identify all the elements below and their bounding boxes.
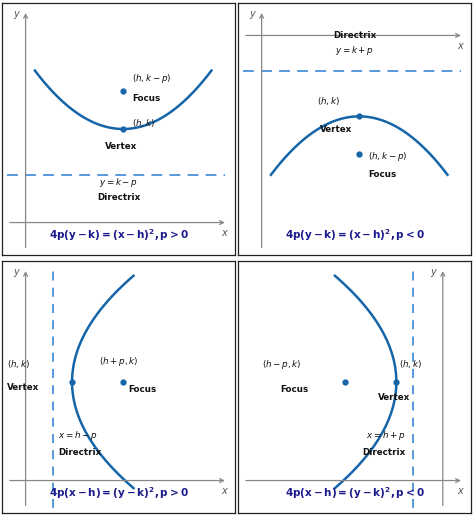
Text: $y$: $y$ [430,267,438,279]
Text: $x$: $x$ [221,486,229,495]
Text: $\mathbf{4p(y-k)=(x-h)^2,p<0}$: $\mathbf{4p(y-k)=(x-h)^2,p<0}$ [284,227,425,243]
Text: $\mathbf{4p(x-h)=(y-k)^2,p<0}$: $\mathbf{4p(x-h)=(y-k)^2,p<0}$ [284,485,425,501]
Text: $y$: $y$ [13,9,21,21]
Text: Vertex: Vertex [7,382,39,392]
Text: $x$: $x$ [457,486,465,495]
Text: Focus: Focus [128,385,156,394]
Text: $(h,k)$: $(h,k)$ [7,358,30,370]
Text: $(h,k)$: $(h,k)$ [399,358,422,370]
Text: $(h,k)$: $(h,k)$ [318,95,341,107]
Text: $(h,k-p)$: $(h,k-p)$ [132,72,172,85]
Text: $\mathbf{4p(x-h)=(y-k)^2,p>0}$: $\mathbf{4p(x-h)=(y-k)^2,p>0}$ [48,485,189,501]
Text: Directrix: Directrix [333,31,376,40]
Text: $(h-p,k)$: $(h-p,k)$ [262,358,301,371]
Text: $y$: $y$ [13,267,21,279]
Text: Focus: Focus [280,385,309,394]
Text: $\mathbf{4p(y-k)=(x-h)^2,p>0}$: $\mathbf{4p(y-k)=(x-h)^2,p>0}$ [48,227,189,243]
Text: $y$: $y$ [249,9,257,21]
Text: Vertex: Vertex [378,393,410,401]
Text: $y=k-p$: $y=k-p$ [99,175,138,189]
Text: $x$: $x$ [221,228,229,237]
Text: $(h,k)$: $(h,k)$ [132,118,155,130]
Text: Directrix: Directrix [97,193,140,202]
Text: Directrix: Directrix [58,448,101,457]
Text: $y=k+p$: $y=k+p$ [335,44,374,57]
Text: Directrix: Directrix [363,448,406,457]
Text: Vertex: Vertex [105,142,137,151]
Text: Focus: Focus [132,94,161,103]
Text: $(h,k-p)$: $(h,k-p)$ [368,150,408,164]
Text: $x$: $x$ [457,41,465,51]
Text: Vertex: Vertex [320,124,352,134]
Text: $(h+p,k)$: $(h+p,k)$ [99,355,138,368]
Text: $x=h-p$: $x=h-p$ [58,429,98,442]
Text: $x=h+p$: $x=h+p$ [366,429,406,442]
Text: Focus: Focus [368,170,397,179]
